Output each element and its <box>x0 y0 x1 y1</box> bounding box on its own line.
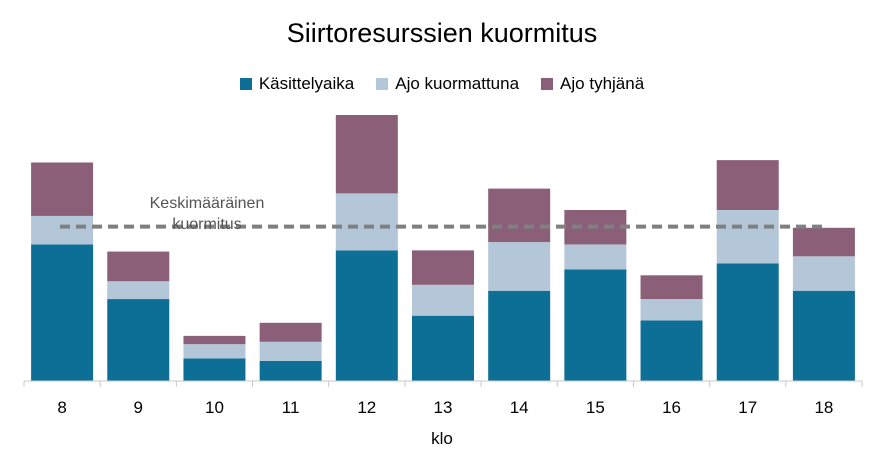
bar-segment-10-0 <box>183 358 246 381</box>
bar-segment-17-0 <box>716 263 779 381</box>
bar-segment-12-1 <box>335 193 398 251</box>
bar-segment-11-2 <box>259 322 322 342</box>
legend-label: Ajo tyhjänä <box>560 74 645 93</box>
bar-segment-9-2 <box>107 251 170 282</box>
x-tick-label-12: 12 <box>357 398 376 417</box>
x-tick-label-14: 14 <box>510 398 529 417</box>
legend-item-1: Ajo kuormattuna <box>376 74 519 94</box>
bar-segment-12-0 <box>335 250 398 381</box>
bar-segment-18-1 <box>792 256 855 291</box>
bar-segment-18-0 <box>792 290 855 381</box>
bar-segment-14-1 <box>488 242 551 291</box>
bar-segment-13-2 <box>412 250 474 285</box>
x-tick-label-13: 13 <box>434 398 453 417</box>
x-tick-label-10: 10 <box>205 398 224 417</box>
x-tick-label-8: 8 <box>57 398 66 417</box>
bar-segment-15-1 <box>564 244 627 270</box>
legend-item-2: Ajo tyhjänä <box>541 74 644 94</box>
bar-segment-9-0 <box>107 299 170 381</box>
bar-segment-11-0 <box>259 360 322 381</box>
bar-segment-16-1 <box>640 299 703 321</box>
bar-segment-8-1 <box>31 215 94 245</box>
bar-segment-17-1 <box>716 210 779 264</box>
x-tick-label-16: 16 <box>662 398 681 417</box>
bar-segment-8-0 <box>31 244 94 381</box>
bar-segment-17-2 <box>716 160 779 210</box>
x-axis-label: klo <box>431 429 453 448</box>
legend-item-0: Käsittelyaika <box>239 74 355 94</box>
legend-swatch <box>239 78 252 90</box>
bar-segment-14-0 <box>488 290 551 381</box>
legend-swatch <box>541 78 554 90</box>
bar-segment-18-2 <box>792 227 855 257</box>
bar-segment-9-1 <box>107 281 170 300</box>
bar-segment-16-2 <box>640 275 703 300</box>
bar-segment-13-0 <box>412 315 474 381</box>
bar-segment-16-0 <box>640 320 703 381</box>
average-line-annotation: Keskimääräinen kuormitus <box>150 195 265 233</box>
legend-label: Ajo kuormattuna <box>395 74 520 93</box>
bar-segment-11-1 <box>259 341 322 361</box>
bar-segment-10-1 <box>183 344 246 359</box>
chart-legend: Käsittelyaika Ajo kuormattuna Ajo tyhjänä <box>0 74 884 94</box>
bar-segment-15-0 <box>564 269 627 381</box>
x-tick-label-15: 15 <box>586 398 605 417</box>
bar-segment-12-2 <box>335 115 398 194</box>
bar-segment-13-1 <box>412 284 474 316</box>
legend-swatch <box>376 78 389 90</box>
x-tick-label-18: 18 <box>814 398 833 417</box>
x-tick-label-9: 9 <box>134 398 143 417</box>
bar-segment-8-2 <box>31 162 94 216</box>
bar-segment-14-2 <box>488 188 551 243</box>
bar-segment-10-2 <box>183 335 246 345</box>
x-tick-label-17: 17 <box>738 398 757 417</box>
legend-label: Käsittelyaika <box>258 74 355 93</box>
x-tick-label-11: 11 <box>282 398 300 417</box>
chart-title: Siirtoresurssien kuormitus <box>286 18 598 48</box>
